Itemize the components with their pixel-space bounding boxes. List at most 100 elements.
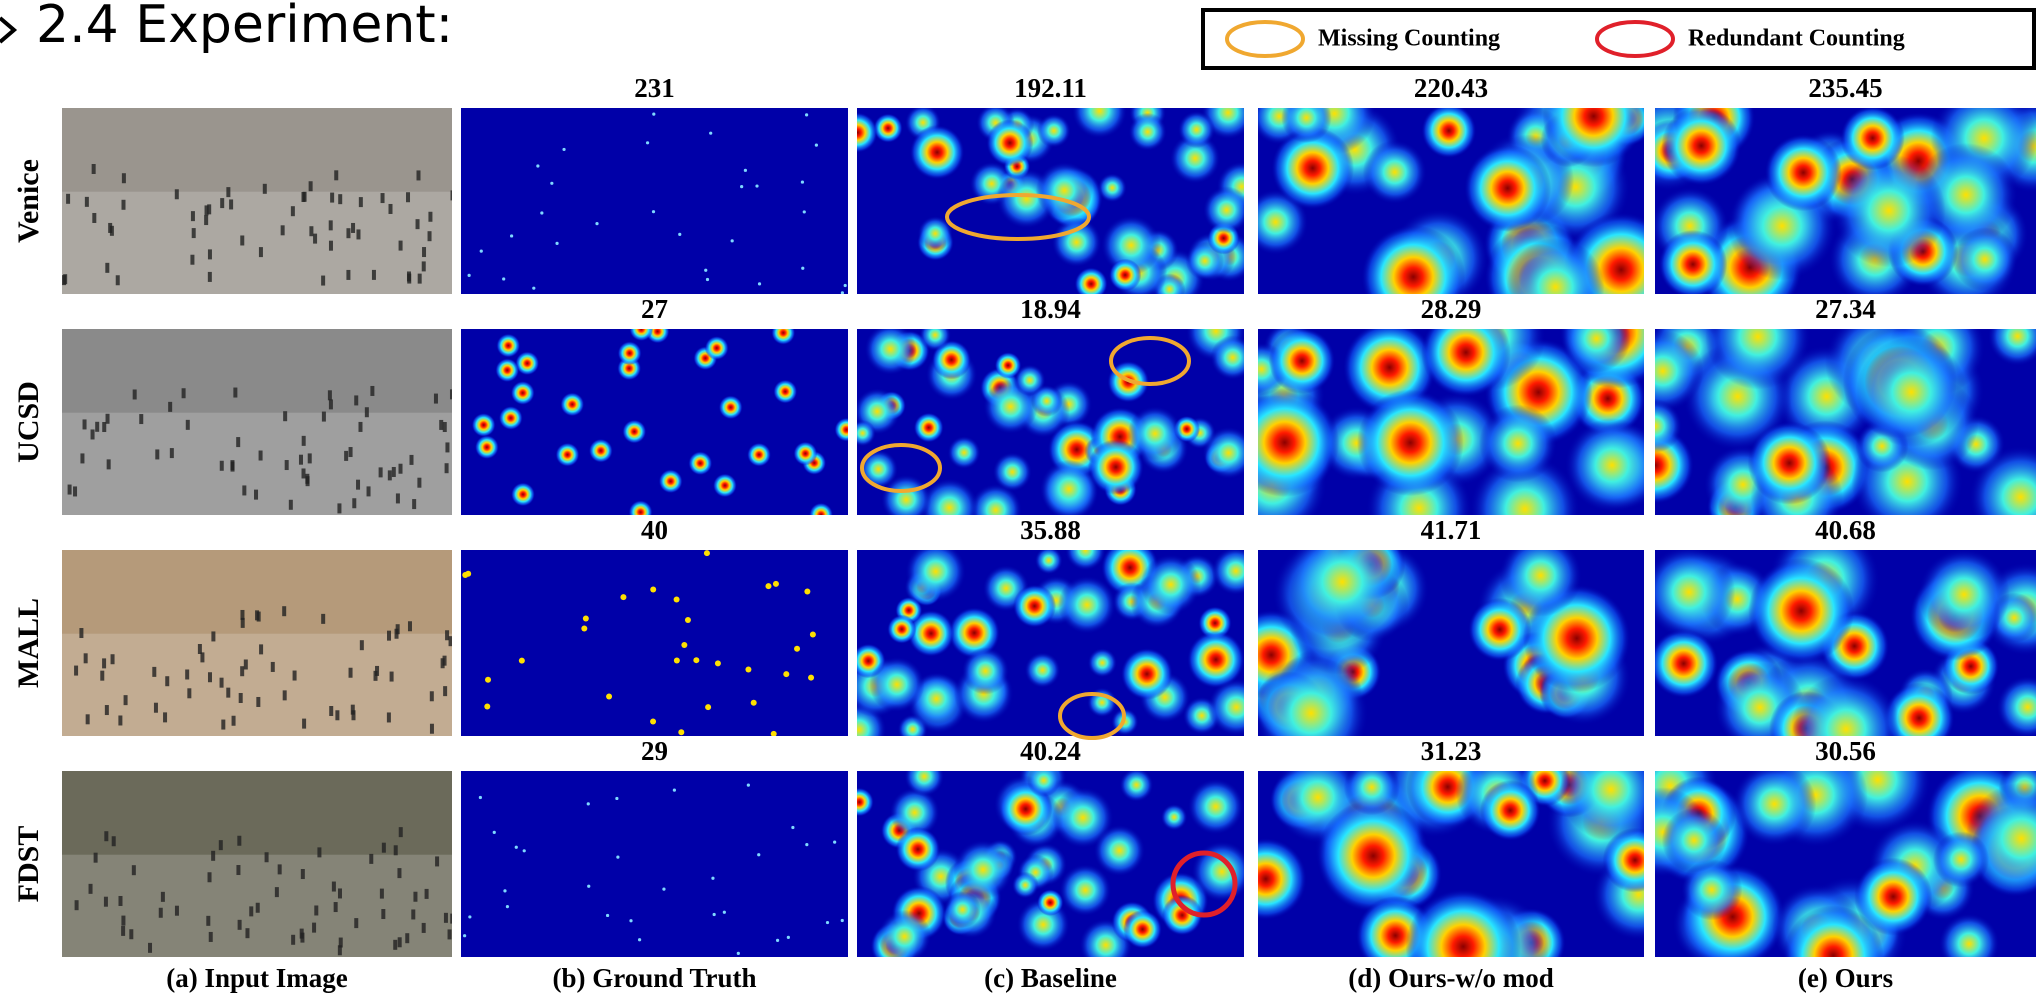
- heat-blob: [1565, 418, 1660, 513]
- gt-blob: [555, 443, 579, 467]
- person: [388, 470, 392, 480]
- person: [387, 631, 391, 641]
- person: [448, 929, 452, 939]
- gt-dot: [805, 113, 808, 116]
- person: [293, 671, 297, 681]
- person: [259, 644, 263, 654]
- person: [221, 720, 225, 730]
- count-label: 40: [641, 515, 668, 545]
- person: [124, 695, 128, 705]
- gt-dot: [791, 826, 794, 829]
- person: [132, 865, 136, 875]
- heat-blob: [1748, 558, 1854, 664]
- gt-dot: [606, 693, 612, 699]
- count-label: 220.43: [1414, 73, 1488, 103]
- density-map: [461, 550, 848, 737]
- person: [388, 204, 392, 214]
- person: [84, 653, 88, 663]
- person: [398, 937, 402, 947]
- person: [66, 194, 70, 204]
- person: [382, 843, 386, 853]
- gt-dot: [480, 250, 483, 253]
- gt-blob: [511, 482, 535, 506]
- person: [443, 422, 447, 432]
- person: [291, 935, 295, 945]
- person: [351, 223, 355, 233]
- gt-dot: [606, 914, 609, 917]
- person: [354, 395, 358, 405]
- heat-blob: [993, 452, 1032, 491]
- gt-dot: [723, 911, 726, 914]
- person: [106, 414, 110, 424]
- person: [139, 414, 143, 424]
- person: [190, 255, 194, 265]
- gt-dot: [515, 846, 518, 849]
- heat-blob: [1464, 145, 1551, 232]
- person: [372, 270, 376, 280]
- person: [155, 449, 159, 459]
- gt-dot: [705, 704, 711, 710]
- person: [208, 872, 212, 882]
- legend: Missing Counting Redundant Counting: [1203, 10, 2034, 68]
- gt-dot: [673, 789, 676, 792]
- person: [354, 918, 358, 928]
- gt-dot: [815, 144, 818, 147]
- gt-dot: [678, 233, 681, 236]
- gt-dot: [758, 282, 761, 285]
- gt-dot: [826, 921, 829, 924]
- person: [337, 503, 341, 513]
- person: [220, 461, 224, 471]
- person: [308, 453, 312, 463]
- person: [254, 490, 258, 500]
- density-map: [849, 301, 1255, 537]
- heat-blob: [1121, 648, 1173, 700]
- gt-dot: [506, 905, 509, 908]
- photo-floor: [62, 413, 452, 515]
- person: [417, 478, 421, 488]
- person: [219, 840, 223, 850]
- person: [121, 926, 125, 936]
- gt-dot: [462, 572, 468, 578]
- person: [236, 865, 240, 875]
- density-map: [1226, 525, 1644, 771]
- gt-dot: [616, 856, 619, 859]
- person: [281, 225, 285, 235]
- gt-dot: [587, 802, 590, 805]
- person: [112, 836, 116, 846]
- person: [394, 845, 398, 855]
- person: [91, 429, 95, 439]
- heat-blob: [1840, 106, 1904, 170]
- input-image: [62, 329, 454, 515]
- gt-dot: [650, 719, 656, 725]
- person: [406, 192, 410, 202]
- heat-blob: [905, 541, 966, 602]
- heat-blob: [1210, 335, 1255, 380]
- heat-blob: [1479, 405, 1557, 483]
- person: [425, 889, 429, 899]
- person: [397, 868, 401, 878]
- person: [182, 388, 186, 398]
- photo-floor: [62, 192, 452, 294]
- person: [211, 851, 215, 861]
- person: [306, 476, 310, 486]
- heat-blob: [986, 119, 1033, 166]
- person: [170, 448, 174, 458]
- count-label: 40.68: [1815, 515, 1876, 545]
- gt-blob: [475, 435, 499, 459]
- person: [226, 187, 230, 197]
- person: [381, 909, 385, 919]
- gt-dot: [844, 284, 847, 287]
- person: [92, 213, 96, 223]
- heat-blob: [1480, 780, 1541, 841]
- person: [186, 420, 190, 430]
- gt-dot: [706, 278, 709, 281]
- person: [283, 411, 287, 421]
- count-label: 40.24: [1020, 736, 1081, 766]
- gt-blob: [793, 441, 817, 465]
- gt-blob: [495, 358, 519, 382]
- person: [302, 719, 306, 729]
- gt-dot: [536, 164, 539, 167]
- title-arrow: [0, 18, 14, 42]
- heat-blob: [1659, 230, 1728, 299]
- gt-dot: [674, 658, 680, 664]
